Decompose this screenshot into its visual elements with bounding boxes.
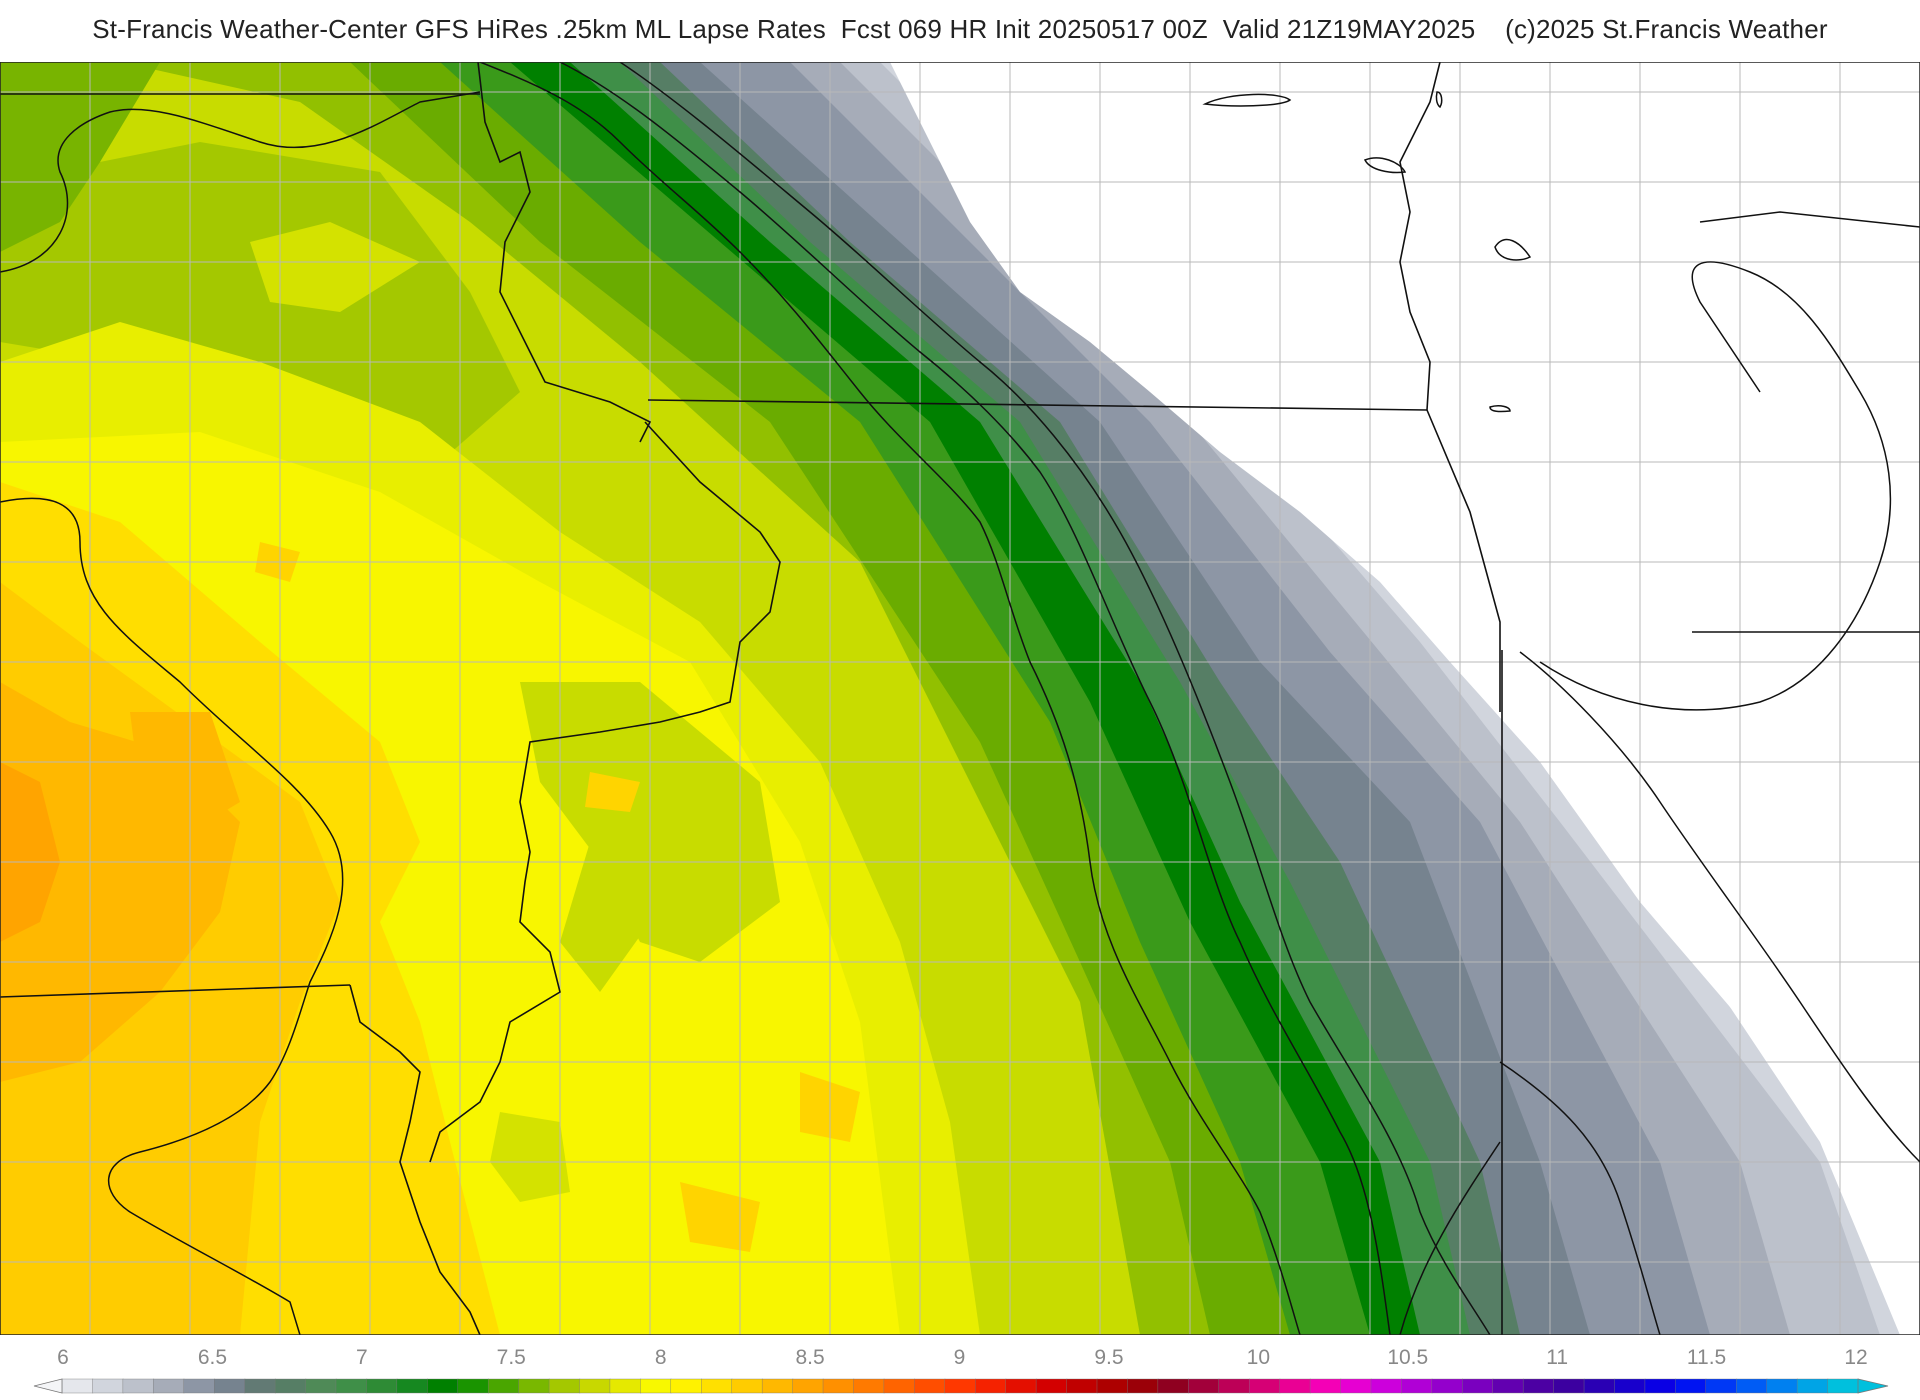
- colorbar-swatch: [761, 1378, 794, 1394]
- colorbar-swatch: [975, 1378, 1007, 1394]
- colorbar-tick-label: 12: [1844, 1346, 1867, 1369]
- colorbar-swatch: [1583, 1378, 1616, 1394]
- colorbar-swatch: [792, 1378, 824, 1394]
- colorbar-swatch: [1401, 1378, 1433, 1394]
- colorbar-swatch: [1340, 1378, 1372, 1394]
- colorbar-swatch: [1157, 1378, 1190, 1394]
- colorbar-swatch: [701, 1378, 733, 1394]
- colorbar-swatch: [274, 1378, 307, 1394]
- colorbar-swatch: [1492, 1378, 1524, 1394]
- colorbar-tick-label: 8: [655, 1346, 667, 1369]
- state-boundaries: [0, 62, 1920, 1335]
- colorbar-swatch: [122, 1378, 155, 1394]
- colorbar-swatch: [1705, 1378, 1737, 1394]
- colorbar-swatch: [396, 1378, 428, 1394]
- colorbar-swatch: [1035, 1378, 1068, 1394]
- colorbar-swatch: [457, 1378, 489, 1394]
- colorbar-swatch: [427, 1378, 459, 1394]
- colorbar-swatch: [1066, 1378, 1098, 1394]
- colorbar-swatch: [579, 1378, 611, 1394]
- colorbar-tick-label: 11.5: [1687, 1346, 1726, 1369]
- colorbar-swatch: [1675, 1378, 1707, 1394]
- colorbar-swatch: [883, 1378, 916, 1394]
- lapse-rate-map: [0, 62, 1920, 1335]
- colorbar-max-arrow: [1857, 1378, 1889, 1394]
- colorbar-swatch: [487, 1378, 520, 1394]
- colorbar-tick-label: 6: [57, 1346, 69, 1369]
- colorbar-swatch: [518, 1378, 550, 1394]
- county-boundaries: [0, 62, 1920, 1335]
- colorbar-swatch: [305, 1378, 337, 1394]
- colorbar-swatch: [1796, 1378, 1829, 1394]
- colorbar-swatch: [1644, 1378, 1677, 1394]
- colorbar-tick-labels: 6 6.5 7 7.5 8 8.5 9 9.5 10 10.5 11 11.5 12: [57, 1346, 1868, 1369]
- colorbar-swatch: [1218, 1378, 1250, 1394]
- colorbar-swatch: [1766, 1378, 1798, 1394]
- colorbar-swatch: [1096, 1378, 1129, 1394]
- colorbar-swatch: [1188, 1378, 1220, 1394]
- lapse-rate-fill: [0, 62, 1920, 1335]
- colorbar-swatch: [853, 1378, 885, 1394]
- colorbar-swatches: [33, 1378, 1889, 1394]
- colorbar-swatch: [1370, 1378, 1403, 1394]
- colorbar-swatch: [214, 1378, 246, 1394]
- colorbar-swatch: [1553, 1378, 1585, 1394]
- colorbar-swatch: [92, 1378, 124, 1394]
- colorbar-swatch: [640, 1378, 672, 1394]
- colorbar-swatch: [1309, 1378, 1342, 1394]
- colorbar-swatch: [731, 1378, 763, 1394]
- colorbar-swatch: [244, 1378, 276, 1394]
- colorbar-tick-label: 8.5: [795, 1346, 824, 1369]
- colorbar-tick-label: 7: [356, 1346, 368, 1369]
- colorbar-swatch: [548, 1378, 581, 1394]
- colorbar-swatch: [609, 1378, 642, 1394]
- colorbar-swatch: [914, 1378, 946, 1394]
- colorbar-min-arrow: [33, 1378, 63, 1394]
- colorbar-tick-label: 10: [1247, 1346, 1270, 1369]
- colorbar-tick-label: 9: [954, 1346, 966, 1369]
- colorbar-tick-label: 7.5: [497, 1346, 526, 1369]
- lapse-rate-contours: [0, 62, 1920, 1335]
- colorbar-swatch: [183, 1378, 215, 1394]
- colorbar-tick-label: 10.5: [1387, 1346, 1428, 1369]
- map-title: St-Francis Weather-Center GFS HiRes .25k…: [92, 14, 1828, 44]
- colorbar-tick-label: 6.5: [198, 1346, 227, 1369]
- colorbar-tick-label: 11: [1546, 1346, 1568, 1369]
- colorbar-swatch: [1827, 1378, 1859, 1394]
- colorbar-swatch: [1736, 1378, 1768, 1394]
- colorbar-swatch: [822, 1378, 855, 1394]
- colorbar-swatch: [1005, 1378, 1037, 1394]
- colorbar-swatch: [670, 1378, 702, 1394]
- colorbar-swatch: [1248, 1378, 1281, 1394]
- colorbar-legend: 6 6.5 7 7.5 8 8.5 9 9.5 10 10.5 11 11.5 12: [33, 1346, 1889, 1394]
- colorbar-swatch: [153, 1378, 185, 1394]
- colorbar-swatch: [61, 1378, 94, 1394]
- colorbar-swatch: [1614, 1378, 1646, 1394]
- colorbar-tick-label: 9.5: [1094, 1346, 1123, 1369]
- colorbar-swatch: [1431, 1378, 1463, 1394]
- colorbar-swatch: [1127, 1378, 1159, 1394]
- colorbar-swatch: [1462, 1378, 1494, 1394]
- colorbar-swatch: [944, 1378, 976, 1394]
- colorbar-swatch: [366, 1378, 398, 1394]
- colorbar-swatch: [335, 1378, 368, 1394]
- colorbar-swatch: [1522, 1378, 1555, 1394]
- colorbar-swatch: [1279, 1378, 1311, 1394]
